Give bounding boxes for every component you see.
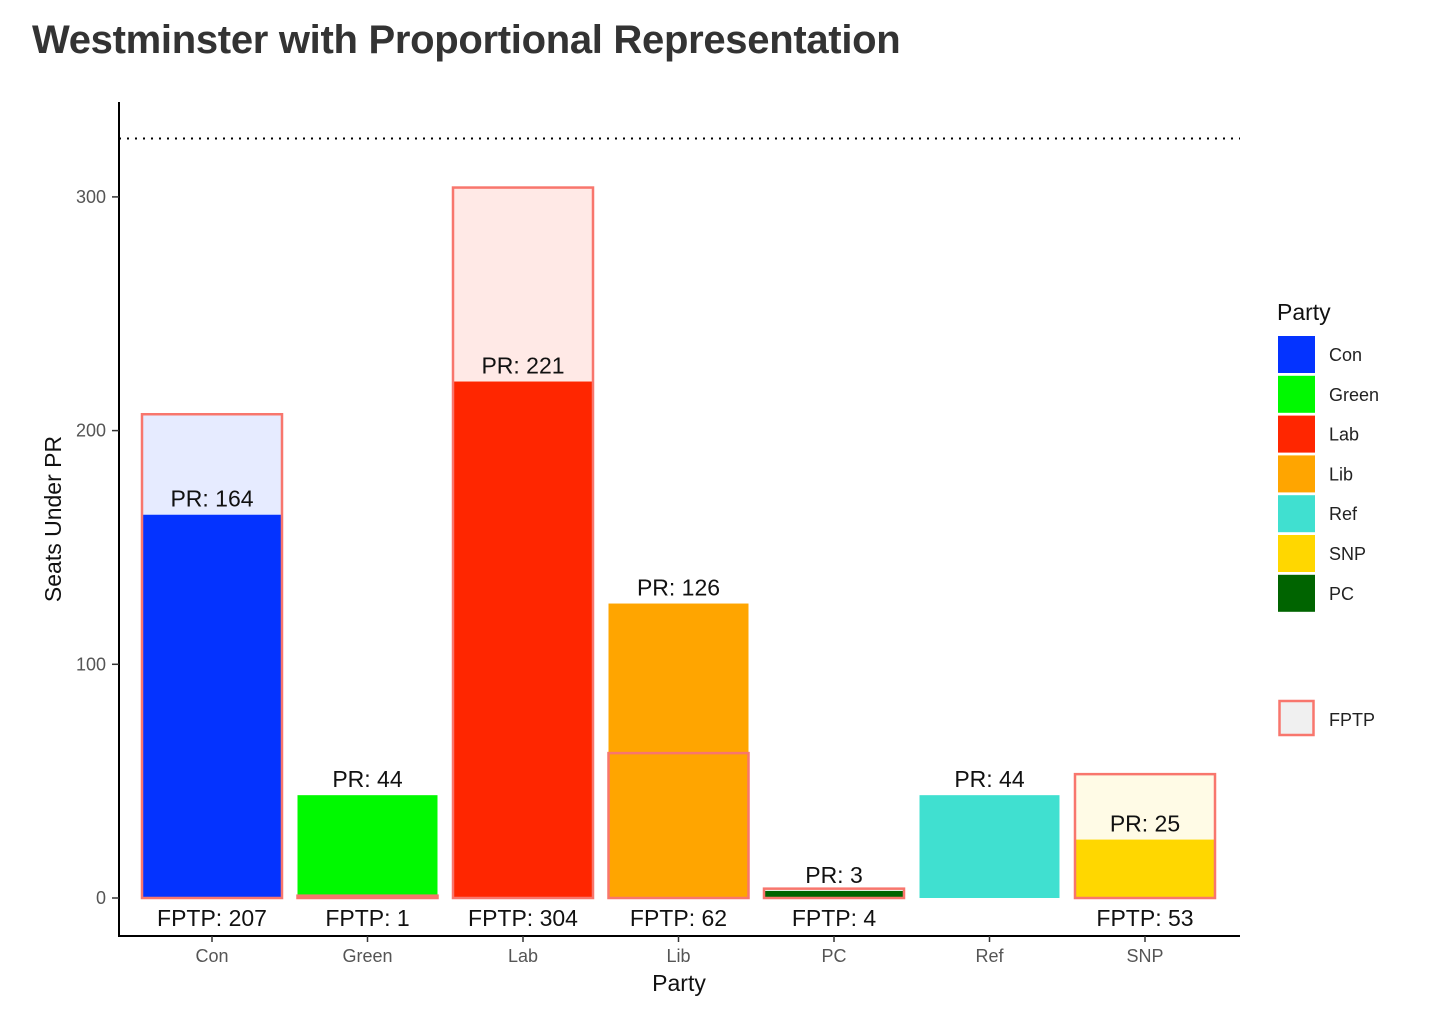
y-ticks: 0 100 200 300 — [76, 187, 119, 908]
pr-bar-con — [142, 514, 282, 898]
x-tick-label-ref: Ref — [975, 946, 1004, 966]
legend-swatch-ref — [1278, 495, 1315, 533]
y-tick-label-100: 100 — [76, 654, 106, 674]
pr-bar-green — [297, 795, 438, 898]
legend-swatch-snp — [1278, 535, 1315, 572]
bar-labels: PR: 164 FPTP: 207 PR: 44 FPTP: 1 PR: 221 FPTP… — [157, 353, 1194, 931]
legend-label-ref: Ref — [1329, 504, 1358, 524]
legend-swatch-lab — [1278, 415, 1315, 453]
fptp-bar-green — [296, 894, 439, 900]
x-tick-label-lab: Lab — [508, 946, 538, 966]
legend-label-lib: Lib — [1329, 464, 1353, 484]
legend-swatch-fptp — [1278, 699, 1315, 737]
fptp-bar-lab — [451, 186, 595, 900]
legend-swatch-green — [1278, 375, 1315, 413]
fptp-label-green: FPTP: 1 — [325, 905, 409, 931]
pr-bar-snp — [1075, 839, 1215, 898]
fptp-excess-snp — [1075, 774, 1215, 840]
chart-title: Westminster with Proportional Representa… — [32, 18, 901, 62]
pr-label-green: PR: 44 — [332, 766, 403, 792]
pr-bar-lib — [608, 603, 749, 898]
pr-bar-lab — [453, 381, 593, 898]
y-tick-label-200: 200 — [76, 421, 106, 441]
bars-layer — [140, 186, 1217, 900]
pr-label-lib: PR: 126 — [637, 575, 720, 601]
legend: Party Con Green Lab Lib Ref SNP PC FPTP — [1277, 299, 1379, 737]
fptp-bar-con — [140, 412, 284, 900]
pr-label-pc: PR: 3 — [805, 862, 863, 888]
fptp-excess-lab — [453, 187, 593, 382]
fptp-label-snp: FPTP: 53 — [1096, 905, 1193, 931]
pr-label-con: PR: 164 — [170, 486, 253, 512]
pr-label-lab: PR: 221 — [481, 353, 564, 379]
legend-label-snp: SNP — [1329, 544, 1366, 564]
fptp-label-lab: FPTP: 304 — [468, 905, 578, 931]
pr-bar-pc — [764, 890, 904, 898]
legend-label-green: Green — [1329, 385, 1379, 405]
legend-label-fptp: FPTP — [1329, 710, 1375, 730]
fptp-bar-pc — [762, 887, 906, 900]
y-axis-title: Seats Under PR — [40, 436, 66, 602]
pr-bar-ref — [919, 795, 1060, 898]
legend-label-con: Con — [1329, 345, 1362, 365]
fptp-bar-snp — [1073, 772, 1217, 900]
fptp-bar-lib — [607, 751, 750, 900]
legend-swatch-con — [1278, 336, 1315, 373]
legend-label-pc: PC — [1329, 584, 1354, 604]
legend-swatch-lib — [1278, 455, 1315, 493]
x-tick-label-green: Green — [342, 946, 392, 966]
fptp-label-lib: FPTP: 62 — [630, 905, 727, 931]
y-tick-label-300: 300 — [76, 187, 106, 207]
x-tick-label-con: Con — [195, 946, 228, 966]
legend-label-lab: Lab — [1329, 425, 1359, 445]
x-tick-label-pc: PC — [821, 946, 846, 966]
x-axis-title: Party — [652, 970, 706, 996]
y-tick-label-0: 0 — [96, 888, 106, 908]
legend-swatch-pc — [1278, 574, 1315, 612]
x-tick-label-snp: SNP — [1126, 946, 1163, 966]
x-ticks: Con Green Lab Lib PC Ref SNP — [195, 936, 1164, 966]
pr-label-ref: PR: 44 — [954, 766, 1025, 792]
legend-title: Party — [1277, 299, 1331, 325]
fptp-label-con: FPTP: 207 — [157, 905, 267, 931]
pr-label-snp: PR: 25 — [1110, 811, 1180, 837]
x-tick-label-lib: Lib — [666, 946, 690, 966]
fptp-excess-con — [142, 414, 282, 515]
fptp-label-pc: FPTP: 4 — [792, 905, 877, 931]
